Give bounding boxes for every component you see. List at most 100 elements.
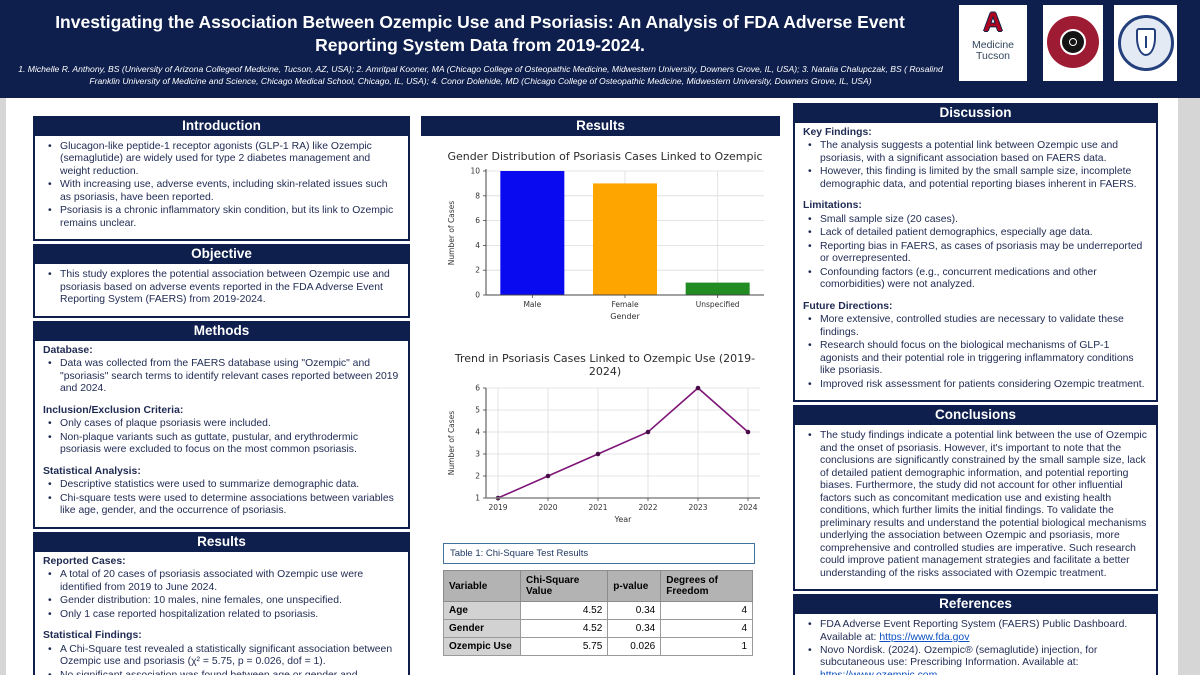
table-cell: 0.34: [607, 601, 662, 620]
table-cell: 4.52: [519, 619, 609, 638]
group-label: Reported Cases:: [43, 555, 126, 567]
gender-bar-chart: Gender Distribution of Psoriasis Cases L…: [440, 150, 770, 328]
group-label: Statistical Analysis:: [43, 465, 141, 477]
section-conclusions: Conclusions The study findings indicate …: [793, 405, 1158, 592]
results-text-body: Reported Cases: A total of 20 cases of p…: [35, 552, 408, 675]
svg-text:2020: 2020: [538, 503, 557, 512]
section-objective: Objective This study explores the potent…: [33, 244, 410, 318]
section-header-results-text: Results: [35, 531, 408, 552]
section-header-discussion: Discussion: [795, 103, 1156, 123]
discussion-body: Key Findings: The analysis suggests a po…: [795, 123, 1156, 400]
bullet: However, this finding is limited by the …: [803, 166, 1148, 191]
right-column: Discussion Key Findings: The analysis su…: [793, 103, 1158, 675]
bullet: Chi-square tests were used to determine …: [43, 493, 400, 518]
table-cell: Age: [443, 601, 521, 620]
svg-text:5: 5: [475, 406, 480, 415]
section-methods: Methods Database: Data was collected fro…: [33, 320, 410, 529]
bullet: Only cases of plaque psoriasis were incl…: [43, 418, 400, 431]
chi-square-table-block: Table 1: Chi-Square Test Results Variabl…: [443, 543, 755, 656]
bar-chart-title: Gender Distribution of Psoriasis Cases L…: [447, 150, 763, 163]
bullet: Confounding factors (e.g., concurrent me…: [803, 267, 1148, 292]
svg-text:6: 6: [475, 384, 480, 393]
table-row: Ozempic Use 5.75 0.026 1: [443, 637, 753, 656]
mwu-shield: [1135, 28, 1156, 56]
poster-header-band: Investigating the Association Between Oz…: [0, 0, 1200, 98]
bullet: Descriptive statistics were used to summ…: [43, 479, 400, 492]
line-chart-svg: 1 2 3 4 5 6 2019 2020 2021 2022 2023 2024 Year Number…: [447, 384, 760, 524]
column-header: Chi-Square Value: [519, 570, 609, 602]
bar-chart-svg: 0 2 4 6 8 10 Male Female Unspecified Gender Number…: [447, 167, 764, 321]
limitations-group: Limitations: Small sample size (20 cases…: [803, 200, 1148, 291]
trend-line-chart: Trend in Psoriasis Cases Linked to Ozemp…: [440, 352, 770, 535]
table-row: Gender 4.52 0.34 4: [443, 619, 753, 638]
bullet: A total of 20 cases of psoriasis associa…: [43, 569, 400, 594]
table-cell: 4: [660, 619, 753, 638]
table-row: Age 4.52 0.34 4: [443, 601, 753, 620]
bullet: Research should focus on the biological …: [803, 340, 1148, 377]
svg-text:2019: 2019: [488, 503, 507, 512]
svg-text:8: 8: [475, 191, 480, 200]
objective-body: This study explores the potential associ…: [35, 264, 408, 315]
svg-text:2: 2: [475, 472, 480, 481]
ua-logo-line2: Tucson: [975, 50, 1011, 63]
rfu-seal-dot: [1069, 38, 1077, 46]
column-header: p-value: [607, 570, 662, 602]
section-references: References FDA Adverse Event Reporting S…: [793, 594, 1158, 675]
section-header-introduction: Introduction: [35, 116, 408, 136]
bullet: Glucagon-like peptide-1 receptor agonist…: [43, 141, 400, 178]
bullet: This study explores the potential associ…: [43, 269, 400, 306]
section-header-objective: Objective: [35, 244, 408, 265]
svg-text:0: 0: [475, 291, 480, 300]
bullet: Small sample size (20 cases).: [803, 214, 1148, 227]
chi-square-table: Variable Chi-Square Value p-value Degree…: [443, 570, 753, 656]
methods-database-group: Database: Data was collected from the FA…: [43, 345, 400, 396]
future-directions-group: Future Directions: More extensive, contr…: [803, 300, 1148, 392]
group-label: Limitations:: [803, 200, 862, 212]
svg-text:Gender: Gender: [610, 312, 640, 321]
key-findings-group: Key Findings: The analysis suggests a po…: [803, 127, 1148, 191]
svg-text:4: 4: [475, 241, 480, 250]
section-header-methods: Methods: [35, 320, 408, 341]
bullet: Non-plaque variants such as guttate, pus…: [43, 432, 400, 457]
reported-cases-group: Reported Cases: A total of 20 cases of p…: [43, 555, 400, 622]
table-cell: 5.75: [519, 637, 609, 656]
mwu-caduceus: [1144, 36, 1147, 48]
bullet: The analysis suggests a potential link b…: [803, 140, 1148, 165]
group-label: Inclusion/Exclusion Criteria:: [43, 404, 184, 416]
column-header: Degrees of Freedom: [660, 570, 753, 602]
methods-statistics-group: Statistical Analysis: Descriptive statis…: [43, 466, 400, 518]
conclusions-body: The study findings indicate a potential …: [795, 425, 1156, 589]
ua-block-a-icon: A: [983, 7, 1003, 37]
reference-item: FDA Adverse Event Reporting System (FAER…: [803, 619, 1148, 644]
bullet: Only 1 case reported hospitalization rel…: [43, 609, 400, 622]
poster-title: Investigating the Association Between Oz…: [55, 12, 905, 56]
bullet: With increasing use, adverse events, inc…: [43, 179, 400, 204]
reference-link-fda[interactable]: https://www.fda.gov: [879, 631, 970, 643]
rosalind-franklin-university-logo: [1043, 5, 1103, 81]
svg-text:Number of Cases: Number of Cases: [447, 201, 456, 265]
bullet: Gender distribution: 10 males, nine fema…: [43, 595, 400, 608]
section-introduction: Introduction Glucagon-like peptide-1 rec…: [33, 116, 410, 242]
reference-link-ozempic[interactable]: https://www.ozempic.com: [820, 670, 937, 675]
svg-text:2022: 2022: [638, 503, 657, 512]
group-label: Future Directions:: [803, 300, 893, 312]
bullet: The study findings indicate a potential …: [803, 430, 1148, 580]
page-margin-left: [0, 98, 6, 675]
rosalind-franklin-seal-icon: [1047, 16, 1099, 68]
bullet: Data was collected from the FAERS databa…: [43, 358, 400, 395]
svg-text:Number of Cases: Number of Cases: [447, 411, 456, 475]
svg-text:3: 3: [475, 450, 480, 459]
university-of-arizona-medicine-tucson-logo: A Medicine Tucson: [959, 5, 1027, 81]
table-cell: 4: [660, 601, 753, 620]
table-caption: Table 1: Chi-Square Test Results: [443, 543, 755, 564]
svg-text:10: 10: [470, 167, 480, 176]
table-cell: 0.026: [607, 637, 662, 656]
ua-logo-text: Medicine Tucson: [959, 39, 1027, 63]
table-cell: Ozempic Use: [443, 637, 521, 656]
left-column: Introduction Glucagon-like peptide-1 rec…: [33, 116, 410, 675]
svg-text:2021: 2021: [588, 503, 607, 512]
poster-authors: 1. Michelle R. Anthony, BS (University o…: [18, 64, 943, 86]
methods-body: Database: Data was collected from the FA…: [35, 341, 408, 527]
svg-text:Male: Male: [523, 300, 541, 309]
section-header-references: References: [795, 594, 1156, 615]
